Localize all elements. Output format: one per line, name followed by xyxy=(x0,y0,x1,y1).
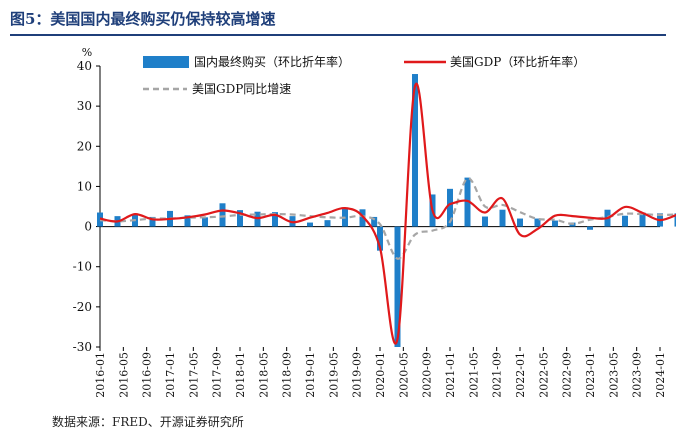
source-note: 数据来源：FRED、开源证券研究所 xyxy=(52,415,244,429)
legend-swatch-bar xyxy=(143,56,189,68)
bar xyxy=(359,209,366,227)
legend-label-bar: 国内最终购买（环比折年率） xyxy=(194,54,350,69)
bar xyxy=(499,209,506,227)
y-tick-label: 10 xyxy=(77,179,92,193)
bar xyxy=(482,216,488,227)
y-tick-label: -30 xyxy=(73,340,92,354)
bar xyxy=(674,213,676,227)
bar xyxy=(534,218,541,227)
x-tick-label: 2021-09 xyxy=(491,352,504,398)
legend-label-gdp-yoy: 美国GDP同比增速 xyxy=(192,82,291,96)
chart: % -30 -20 -10 0 10 20 30 40 2016-01 2016-05 2016-09… xyxy=(73,46,676,398)
bar xyxy=(307,222,313,227)
x-tick-label: 2016-05 xyxy=(117,352,130,398)
y-tick-label: -10 xyxy=(73,260,92,274)
title-rule xyxy=(10,34,666,36)
bar xyxy=(184,215,191,227)
bar xyxy=(219,203,226,227)
bar xyxy=(237,210,243,227)
x-tick-label: 2016-09 xyxy=(141,352,154,398)
y-tick-label: 0 xyxy=(84,220,92,234)
x-tick-label: 2017-01 xyxy=(164,352,177,398)
x-tick-label: 2017-09 xyxy=(211,352,224,398)
x-tick-label: 2023-09 xyxy=(631,352,644,398)
series-line-gdp-yoy xyxy=(99,177,676,260)
bar-series xyxy=(97,74,676,347)
bar xyxy=(622,215,628,227)
bar xyxy=(272,212,278,227)
x-tick-label: 2018-01 xyxy=(234,352,247,398)
x-tick-label: 2021-05 xyxy=(467,352,480,398)
y-tick-label: 40 xyxy=(77,59,92,73)
x-tick-label: 2016-01 xyxy=(94,352,107,398)
y-axis-unit: % xyxy=(82,46,92,59)
x-tick-label: 2020-01 xyxy=(374,352,387,398)
x-tick-label: 2022-09 xyxy=(561,352,574,398)
y-tick-label: 30 xyxy=(77,99,92,113)
x-tick-label: 2020-09 xyxy=(421,352,434,398)
bar xyxy=(517,218,523,227)
x-tick-label: 2023-01 xyxy=(584,352,597,398)
bar xyxy=(464,177,471,227)
x-tick-label: 2019-09 xyxy=(351,352,364,398)
bar xyxy=(371,216,378,227)
y-tick-label: 20 xyxy=(77,139,92,153)
series-line-gdp-qoq xyxy=(99,82,676,345)
bar xyxy=(394,226,401,347)
figure-title: 图5：美国国内最终购买仍保持较高增速 xyxy=(10,10,276,28)
bar xyxy=(447,188,453,227)
bar xyxy=(324,220,331,227)
bar xyxy=(149,216,156,227)
bar xyxy=(552,220,558,227)
x-tick-label: 2019-05 xyxy=(327,352,340,398)
axes xyxy=(96,65,661,351)
x-tick-label: 2022-05 xyxy=(537,352,550,398)
tick-labels: % -30 -20 -10 0 10 20 30 40 2016-01 2016-05 2016-09… xyxy=(73,46,667,398)
x-tick-label: 2020-05 xyxy=(397,352,410,398)
bar xyxy=(412,74,418,227)
x-tick-label: 2018-05 xyxy=(257,352,270,398)
x-tick-label: 2024-01 xyxy=(654,352,667,398)
bar xyxy=(202,217,208,227)
y-tick-label: -20 xyxy=(73,300,92,314)
line-series xyxy=(99,82,676,345)
bar xyxy=(639,212,646,227)
x-tick-label: 2022-01 xyxy=(514,352,527,398)
x-tick-label: 2017-05 xyxy=(187,352,200,398)
x-tick-label: 2018-09 xyxy=(281,352,294,398)
bar xyxy=(377,226,383,251)
bar xyxy=(587,226,593,230)
x-tick-label: 2021-01 xyxy=(444,352,457,398)
x-tick-label: 2019-01 xyxy=(304,352,317,398)
legend-label-gdp-qoq: 美国GDP（环比折年率） xyxy=(450,54,585,69)
legend: 国内最终购买（环比折年率） 美国GDP（环比折年率） 美国GDP同比增速 xyxy=(143,54,585,96)
x-tick-label: 2023-05 xyxy=(607,352,620,398)
